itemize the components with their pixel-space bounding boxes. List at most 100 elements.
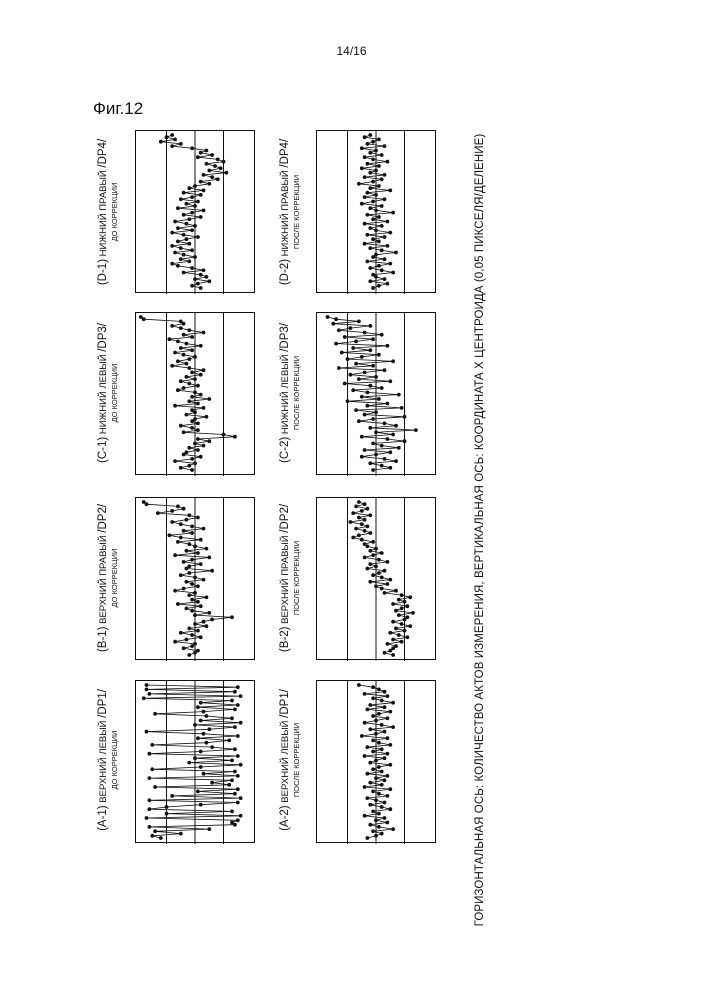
data-point xyxy=(187,242,191,246)
data-point xyxy=(357,419,361,423)
data-point xyxy=(182,430,186,434)
data-point xyxy=(185,638,189,642)
data-point xyxy=(233,690,237,694)
data-point xyxy=(366,567,370,571)
data-point xyxy=(222,160,226,164)
data-point xyxy=(380,177,384,181)
data-point xyxy=(170,231,174,235)
data-point xyxy=(182,271,186,275)
data-point xyxy=(334,317,338,321)
data-point xyxy=(400,593,404,597)
data-point xyxy=(343,335,347,339)
chart-svg xyxy=(317,313,437,476)
data-point xyxy=(368,823,372,827)
data-point xyxy=(148,776,152,780)
chart-svg xyxy=(317,498,437,661)
data-point xyxy=(374,430,378,434)
data-point xyxy=(360,395,364,399)
data-point xyxy=(403,439,407,443)
data-point xyxy=(388,710,392,714)
data-point xyxy=(366,162,370,166)
data-point xyxy=(190,426,194,430)
data-point xyxy=(377,741,381,745)
data-point xyxy=(380,832,384,836)
panel-position: НИЖНИЙ ЛЕВЫЙ xyxy=(98,352,109,437)
data-point xyxy=(187,513,191,517)
data-point xyxy=(196,282,200,286)
data-point xyxy=(185,580,189,584)
panel-position: НИЖНИЙ ПРАВЫЙ xyxy=(98,168,109,259)
data-point xyxy=(199,193,203,197)
data-point xyxy=(363,556,367,560)
data-point xyxy=(383,569,387,573)
data-point xyxy=(394,609,398,613)
data-point xyxy=(366,213,370,217)
data-point xyxy=(363,135,367,139)
data-point xyxy=(377,284,381,288)
data-point xyxy=(368,580,372,584)
data-point xyxy=(368,703,372,707)
data-point xyxy=(377,164,381,168)
data-point xyxy=(182,233,186,237)
data-point xyxy=(193,377,197,381)
data-point xyxy=(374,410,378,414)
data-point xyxy=(168,337,172,341)
data-point xyxy=(176,240,180,244)
panel-label-line1: (B-2) ВЕРХНИЙ ПРАВЫЙ /DP2/ xyxy=(278,504,292,652)
data-point xyxy=(368,133,372,137)
data-point xyxy=(368,803,372,807)
data-point xyxy=(337,366,341,370)
data-point xyxy=(366,260,370,264)
data-point xyxy=(207,439,211,443)
axis-caption: ГОРИЗОНТАЛЬНАЯ ОСЬ: КОЛИЧЕСТВО АКТОВ ИЗМ… xyxy=(474,134,486,927)
data-point xyxy=(193,544,197,548)
data-point xyxy=(202,527,206,531)
data-point xyxy=(383,690,387,694)
data-point xyxy=(205,714,209,718)
data-point xyxy=(346,399,350,403)
data-point xyxy=(202,331,206,335)
data-point xyxy=(386,282,390,286)
data-point xyxy=(170,144,174,148)
data-point xyxy=(233,435,237,439)
data-point xyxy=(236,754,240,758)
data-point xyxy=(391,653,395,657)
data-point xyxy=(366,191,370,195)
data-point xyxy=(176,340,180,344)
data-point xyxy=(202,189,206,193)
data-point xyxy=(388,379,392,383)
data-point xyxy=(182,191,186,195)
data-point xyxy=(380,153,384,157)
data-point xyxy=(383,816,387,820)
data-point xyxy=(400,607,404,611)
data-point xyxy=(368,461,372,465)
data-point xyxy=(187,366,191,370)
panel-position: ВЕРХНИЙ ПРАВЫЙ xyxy=(280,533,291,627)
data-point xyxy=(190,419,194,423)
data-point xyxy=(179,326,183,330)
data-point xyxy=(196,428,200,432)
data-point xyxy=(193,442,197,446)
data-point xyxy=(380,699,384,703)
data-point xyxy=(371,696,375,700)
data-point xyxy=(371,573,375,577)
data-point xyxy=(199,373,203,377)
data-point xyxy=(386,437,390,441)
data-point xyxy=(371,200,375,204)
data-point xyxy=(374,719,378,723)
data-point xyxy=(374,228,378,232)
data-point xyxy=(213,164,217,168)
data-point xyxy=(357,500,361,504)
data-point xyxy=(377,688,381,692)
data-point xyxy=(199,803,203,807)
data-point xyxy=(187,217,191,221)
figure-label: Фиг.12 xyxy=(93,99,143,119)
data-point xyxy=(210,153,214,157)
panel-state: ПОСЛЕ КОРРЕКЦИИ xyxy=(293,323,302,463)
data-point xyxy=(185,202,189,206)
data-point xyxy=(185,362,189,366)
data-point xyxy=(193,204,197,208)
data-point xyxy=(199,765,203,769)
data-point xyxy=(190,457,194,461)
data-point xyxy=(145,730,149,734)
